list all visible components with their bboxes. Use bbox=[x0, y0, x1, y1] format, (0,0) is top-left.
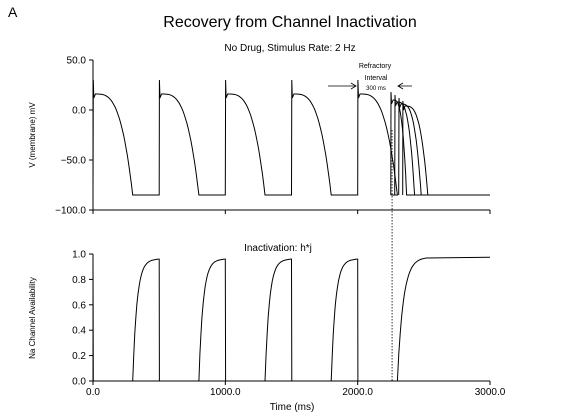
refractory-label: Refractory bbox=[359, 63, 392, 70]
interval-label: Interval bbox=[365, 75, 388, 82]
refractory-arrow-right bbox=[397, 82, 412, 90]
voltage-y-tick-label: −50.0 bbox=[61, 156, 87, 167]
availability-y-tick-label: 0.6 bbox=[72, 300, 86, 311]
voltage-trace-regular-beats bbox=[92, 79, 398, 196]
voltage-y-tick-label: 0.0 bbox=[72, 106, 86, 117]
chart-subtitle: No Drug, Stimulus Rate: 2 Hz bbox=[224, 43, 355, 54]
availability-y-tick-label: 1.0 bbox=[72, 250, 86, 261]
voltage-trace-test-pulse bbox=[398, 97, 490, 196]
voltage-y-tick-label: −100.0 bbox=[55, 206, 86, 217]
time-x-tick-label: 1000.0 bbox=[210, 387, 241, 398]
inactivation-label: Inactivation: h*j bbox=[244, 243, 312, 254]
voltage-traces bbox=[92, 79, 490, 196]
voltage-y-ticks: 50.0 0.0 −50.0 −100.0 bbox=[55, 56, 93, 217]
voltage-y-tick-label: 50.0 bbox=[67, 56, 87, 67]
time-x-tick-label: 2000.0 bbox=[342, 387, 373, 398]
availability-y-axis-label: Na Channel Availability bbox=[28, 277, 37, 359]
refractory-annotation: Refractory Interval 300 ms bbox=[328, 63, 412, 92]
voltage-panel: 50.0 0.0 −50.0 −100.0 V (membrane) mV Refra… bbox=[28, 56, 490, 217]
availability-y-tick-label: 0.4 bbox=[72, 326, 86, 337]
time-x-tick-label: 3000.0 bbox=[475, 387, 506, 398]
availability-traces bbox=[92, 256, 491, 382]
availability-y-ticks: 0.0 0.2 0.4 0.6 0.8 1.0 bbox=[72, 250, 93, 388]
time-x-ticks: 0.0 1000.0 2000.0 3000.0 bbox=[86, 210, 506, 398]
time-x-axis-label: Time (ms) bbox=[270, 402, 315, 413]
availability-y-tick-label: 0.2 bbox=[72, 351, 86, 362]
availability-y-tick-label: 0.0 bbox=[72, 377, 86, 388]
panel-label: A bbox=[8, 4, 18, 20]
interval-value-label: 300 ms bbox=[366, 86, 386, 92]
voltage-trace-test-pulse bbox=[394, 94, 490, 196]
chart-title: Recovery from Channel Inactivation bbox=[163, 14, 416, 31]
availability-panel: 0.0 0.2 0.4 0.6 0.8 1.0 0.0 1000.0 2000.0 3000.0… bbox=[28, 210, 506, 413]
availability-trace bbox=[92, 256, 491, 382]
time-x-tick-label: 0.0 bbox=[86, 387, 100, 398]
refractory-arrow-left bbox=[328, 82, 357, 90]
voltage-y-axis-label: V (membrane) mV bbox=[28, 102, 37, 168]
voltage-trace-test-pulse bbox=[402, 100, 490, 196]
availability-y-tick-label: 0.8 bbox=[72, 275, 86, 286]
voltage-trace-test-pulse bbox=[390, 91, 490, 196]
